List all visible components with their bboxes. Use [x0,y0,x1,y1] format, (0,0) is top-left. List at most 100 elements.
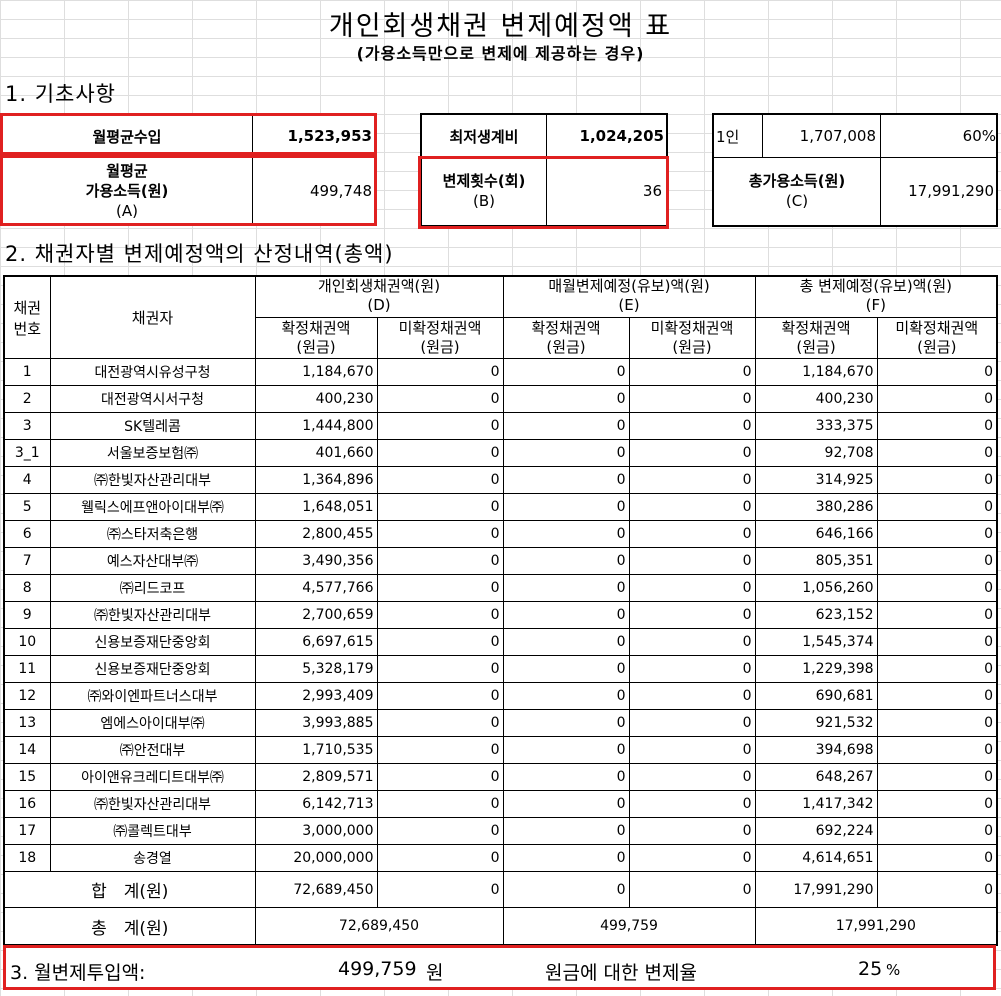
household-size: 1인 [716,127,740,146]
monthly-payment-bar: 3. 월변제투입액: 499,759 원 원금에 대한 변제율 25 % [3,945,996,990]
header-e-confirmed: 확정채권액 (원금) [502,317,630,359]
cell-f1: 4,614,651 [754,844,878,872]
cell-name: ㈜안전대부 [49,736,256,764]
cell-d2: 0 [376,790,504,818]
cell-d1: 400,230 [254,385,378,413]
cell-d2: 0 [376,385,504,413]
cell-e1: 0 [502,682,630,710]
cell-f2: 0 [876,574,998,602]
cell-d2: 0 [376,493,504,521]
repayment-table: 채권 번호 채권자 개인회생채권액(원) (D) 매월변제예정(유보)액(원) (E)… [3,275,999,946]
cell-no: 9 [3,601,51,629]
living-cost-box: 최저생계비 1,024,205 변제횟수(회) (B) 36 [420,113,668,227]
header-group-e: 매월변제예정(유보)액(원) (E) [502,275,756,318]
cell-f2: 0 [876,601,998,629]
table-row: 13 엠에스아이대부㈜ 3,993,885 0 0 0 921,532 0 [3,709,998,737]
cell-f1: 333,375 [754,412,878,440]
table-row: 15 아이앤유크레디트대부㈜ 2,809,571 0 0 0 648,267 0 [3,763,998,791]
cell-e2: 0 [628,412,756,440]
cell-e1: 0 [502,466,630,494]
grand-total-f: 17,991,290 [754,907,998,946]
cell-no: 15 [3,763,51,791]
cell-e2: 0 [628,628,756,656]
monthly-payment-amount: 499,759 [338,958,417,980]
cell-e1: 0 [502,547,630,575]
cell-d2: 0 [376,736,504,764]
total-disposable-label: 총가용소득(원) (C) [748,172,846,210]
cell-f1: 921,532 [754,709,878,737]
table-row: 14 ㈜안전대부 1,710,535 0 0 0 394,698 0 [3,736,998,764]
cell-d1: 1,184,670 [254,358,378,386]
cell-d2: 0 [376,682,504,710]
cell-name: 송경열 [49,844,256,872]
table-row: 4 ㈜한빛자산관리대부 1,364,896 0 0 0 314,925 0 [3,466,998,494]
cell-name: 예스자산대부㈜ [49,547,256,575]
table-row: 8 ㈜리드코프 4,577,766 0 0 0 1,056,260 0 [3,574,998,602]
cell-no: 3 [3,412,51,440]
cell-d1: 4,577,766 [254,574,378,602]
cell-e2: 0 [628,493,756,521]
cell-e1: 0 [502,574,630,602]
cell-e1: 0 [502,412,630,440]
cell-e2: 0 [628,682,756,710]
cell-f1: 690,681 [754,682,878,710]
cell-name: ㈜한빛자산관리대부 [49,601,256,629]
min-living-value: 1,024,205 [579,127,664,145]
cell-e1: 0 [502,763,630,791]
cell-e2: 0 [628,547,756,575]
cell-f2: 0 [876,439,998,467]
cell-e2: 0 [628,763,756,791]
repayment-ratio-percent: % [886,961,901,979]
cell-e2: 0 [628,844,756,872]
cell-d1: 1,444,800 [254,412,378,440]
cell-no: 18 [3,844,51,872]
cell-f2: 0 [876,817,998,845]
table-row: 3_1 서울보증보험㈜ 401,660 0 0 0 92,708 0 [3,439,998,467]
disposable-income-label: 월평균 가용소득(원) (A) [85,162,169,220]
payments-label: 변제횟수(회) (B) [442,172,526,210]
grand-total-d: 72,689,450 [254,907,504,946]
cell-f2: 0 [876,682,998,710]
disposable-income-value: 499,748 [309,182,372,200]
cell-d1: 20,000,000 [254,844,378,872]
cell-e2: 0 [628,358,756,386]
cell-name: 신용보증재단중앙회 [49,655,256,683]
table-row: 9 ㈜한빛자산관리대부 2,700,659 0 0 0 623,152 0 [3,601,998,629]
highlight-disposable-income [0,155,377,226]
repayment-ratio-value: 25 [858,958,883,980]
monthly-payment-label: 3. 월변제투입액: [10,962,146,984]
cell-d2: 0 [376,601,504,629]
cell-e1: 0 [502,790,630,818]
header-group-f: 총 변제예정(유보)액(원) (F) [754,275,998,318]
cell-f1: 394,698 [754,736,878,764]
cell-d1: 6,142,713 [254,790,378,818]
cell-d2: 0 [376,628,504,656]
table-row: 12 ㈜와이엔파트너스대부 2,993,409 0 0 0 690,681 0 [3,682,998,710]
cell-name: 대전광역시서구청 [49,385,256,413]
cell-name: ㈜한빛자산관리대부 [49,790,256,818]
header-e-unconfirmed: 미확정채권액 (원금) [628,317,756,359]
highlight-monthly-income [0,113,377,155]
cell-f1: 1,056,260 [754,574,878,602]
income-box: 월평균수입 1,523,953 월평균 가용소득(원) (A) 499,748 [0,113,377,226]
cell-d2: 0 [376,844,504,872]
cell-f1: 1,417,342 [754,790,878,818]
table-row: 10 신용보증재단중앙회 6,697,615 0 0 0 1,545,374 0 [3,628,998,656]
cell-f2: 0 [876,844,998,872]
cell-no: 2 [3,385,51,413]
cell-no: 17 [3,817,51,845]
monthly-income-label: 월평균수입 [92,127,162,146]
cell-f2: 0 [876,358,998,386]
sum-row: 합 계(원) 72,689,450 0 0 0 17,991,290 0 [3,871,998,908]
cell-no: 10 [3,628,51,656]
cell-name: 웰릭스에프앤아이대부㈜ [49,493,256,521]
cell-e1: 0 [502,628,630,656]
cell-d1: 3,993,885 [254,709,378,737]
cell-no: 13 [3,709,51,737]
header-f-confirmed: 확정채권액 (원금) [754,317,878,359]
header-d-confirmed: 확정채권액 (원금) [254,317,378,359]
cell-e1: 0 [502,709,630,737]
cell-d2: 0 [376,709,504,737]
table-row: 17 ㈜콜렉트대부 3,000,000 0 0 0 692,224 0 [3,817,998,845]
cell-d1: 3,000,000 [254,817,378,845]
